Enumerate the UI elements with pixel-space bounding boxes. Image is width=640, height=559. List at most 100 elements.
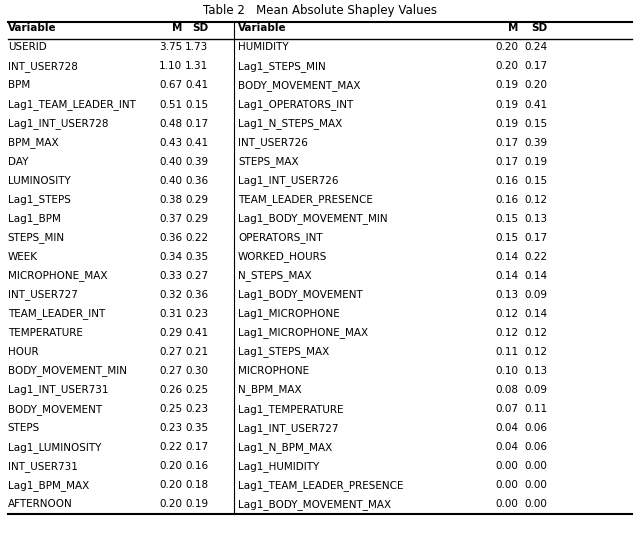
Text: 0.17: 0.17 — [495, 157, 518, 167]
Text: Lag1_BODY_MOVEMENT_MIN: Lag1_BODY_MOVEMENT_MIN — [238, 214, 388, 225]
Text: 0.07: 0.07 — [495, 404, 518, 414]
Text: 0.14: 0.14 — [524, 271, 547, 281]
Text: LUMINOSITY: LUMINOSITY — [8, 176, 70, 186]
Text: 0.13: 0.13 — [495, 290, 518, 300]
Text: 0.67: 0.67 — [159, 80, 182, 91]
Text: 0.25: 0.25 — [185, 385, 208, 395]
Text: 3.75: 3.75 — [159, 42, 182, 53]
Text: 0.23: 0.23 — [159, 423, 182, 433]
Text: BPM: BPM — [8, 80, 30, 91]
Text: 0.23: 0.23 — [185, 404, 208, 414]
Text: 0.22: 0.22 — [185, 233, 208, 243]
Text: 0.00: 0.00 — [524, 480, 547, 490]
Text: Lag1_BPM: Lag1_BPM — [8, 214, 61, 225]
Text: 0.17: 0.17 — [495, 138, 518, 148]
Text: Lag1_BODY_MOVEMENT: Lag1_BODY_MOVEMENT — [238, 290, 363, 301]
Text: 0.23: 0.23 — [185, 309, 208, 319]
Text: 0.11: 0.11 — [495, 347, 518, 357]
Text: BODY_MOVEMENT_MAX: BODY_MOVEMENT_MAX — [238, 80, 360, 92]
Text: Lag1_TEAM_LEADER_PRESENCE: Lag1_TEAM_LEADER_PRESENCE — [238, 480, 404, 491]
Text: Lag1_HUMIDITY: Lag1_HUMIDITY — [238, 461, 319, 472]
Text: 0.32: 0.32 — [159, 290, 182, 300]
Text: 0.16: 0.16 — [185, 461, 208, 471]
Text: MICROPHONE_MAX: MICROPHONE_MAX — [8, 271, 107, 282]
Text: 0.13: 0.13 — [524, 366, 547, 376]
Text: 0.09: 0.09 — [524, 385, 547, 395]
Text: 0.48: 0.48 — [159, 119, 182, 129]
Text: 0.41: 0.41 — [185, 80, 208, 91]
Text: 0.09: 0.09 — [524, 290, 547, 300]
Text: STEPS_MIN: STEPS_MIN — [8, 233, 65, 244]
Text: 0.18: 0.18 — [185, 480, 208, 490]
Text: 1.31: 1.31 — [185, 61, 208, 72]
Text: 0.27: 0.27 — [159, 347, 182, 357]
Text: 0.20: 0.20 — [159, 499, 182, 509]
Text: 0.16: 0.16 — [495, 195, 518, 205]
Text: 0.41: 0.41 — [524, 100, 547, 110]
Text: AFTERNOON: AFTERNOON — [8, 499, 72, 509]
Text: Lag1_INT_USER728: Lag1_INT_USER728 — [8, 119, 108, 130]
Text: 0.33: 0.33 — [159, 271, 182, 281]
Text: 0.38: 0.38 — [159, 195, 182, 205]
Text: 0.41: 0.41 — [185, 138, 208, 148]
Text: Lag1_STEPS: Lag1_STEPS — [8, 195, 70, 206]
Text: 0.15: 0.15 — [495, 214, 518, 224]
Text: Lag1_INT_USER726: Lag1_INT_USER726 — [238, 176, 339, 187]
Text: Lag1_OPERATORS_INT: Lag1_OPERATORS_INT — [238, 100, 353, 111]
Text: Lag1_MICROPHONE: Lag1_MICROPHONE — [238, 309, 340, 320]
Text: 0.34: 0.34 — [159, 252, 182, 262]
Text: 0.00: 0.00 — [495, 499, 518, 509]
Text: 1.73: 1.73 — [185, 42, 208, 53]
Text: 0.14: 0.14 — [524, 309, 547, 319]
Text: 0.29: 0.29 — [185, 195, 208, 205]
Text: Lag1_BODY_MOVEMENT_MAX: Lag1_BODY_MOVEMENT_MAX — [238, 499, 391, 510]
Text: BODY_MOVEMENT_MIN: BODY_MOVEMENT_MIN — [8, 366, 127, 377]
Text: 0.17: 0.17 — [185, 119, 208, 129]
Text: 0.04: 0.04 — [495, 423, 518, 433]
Text: WORKED_HOURS: WORKED_HOURS — [238, 252, 328, 263]
Text: 0.14: 0.14 — [495, 252, 518, 262]
Text: 0.29: 0.29 — [159, 328, 182, 338]
Text: Lag1_TEMPERATURE: Lag1_TEMPERATURE — [238, 404, 344, 415]
Text: 0.12: 0.12 — [524, 195, 547, 205]
Text: 0.29: 0.29 — [185, 214, 208, 224]
Text: USERID: USERID — [8, 42, 47, 53]
Text: WEEK: WEEK — [8, 252, 38, 262]
Text: INT_USER731: INT_USER731 — [8, 461, 77, 472]
Text: 0.20: 0.20 — [159, 480, 182, 490]
Text: BODY_MOVEMENT: BODY_MOVEMENT — [8, 404, 102, 415]
Text: 0.15: 0.15 — [185, 100, 208, 110]
Text: 0.39: 0.39 — [524, 138, 547, 148]
Text: 0.14: 0.14 — [495, 271, 518, 281]
Text: Lag1_STEPS_MIN: Lag1_STEPS_MIN — [238, 61, 326, 73]
Text: 0.00: 0.00 — [524, 461, 547, 471]
Text: 0.08: 0.08 — [495, 385, 518, 395]
Text: Lag1_N_STEPS_MAX: Lag1_N_STEPS_MAX — [238, 119, 342, 130]
Text: 0.19: 0.19 — [185, 499, 208, 509]
Text: 0.04: 0.04 — [495, 442, 518, 452]
Text: 0.11: 0.11 — [524, 404, 547, 414]
Text: 0.19: 0.19 — [495, 100, 518, 110]
Text: 0.16: 0.16 — [495, 176, 518, 186]
Text: 0.21: 0.21 — [185, 347, 208, 357]
Text: 0.26: 0.26 — [159, 385, 182, 395]
Text: DAY: DAY — [8, 157, 28, 167]
Text: HUMIDITY: HUMIDITY — [238, 42, 289, 53]
Text: 0.31: 0.31 — [159, 309, 182, 319]
Text: N_BPM_MAX: N_BPM_MAX — [238, 385, 301, 396]
Text: Variable: Variable — [8, 23, 56, 34]
Text: Lag1_STEPS_MAX: Lag1_STEPS_MAX — [238, 347, 330, 358]
Text: 0.15: 0.15 — [495, 233, 518, 243]
Text: 0.36: 0.36 — [185, 176, 208, 186]
Text: 0.19: 0.19 — [495, 119, 518, 129]
Text: 0.17: 0.17 — [524, 61, 547, 72]
Text: 0.15: 0.15 — [524, 119, 547, 129]
Text: 0.43: 0.43 — [159, 138, 182, 148]
Text: TEAM_LEADER_PRESENCE: TEAM_LEADER_PRESENCE — [238, 195, 373, 206]
Text: 0.27: 0.27 — [159, 366, 182, 376]
Text: 0.41: 0.41 — [185, 328, 208, 338]
Text: SD: SD — [531, 23, 547, 34]
Text: 0.20: 0.20 — [495, 42, 518, 53]
Text: 0.51: 0.51 — [159, 100, 182, 110]
Text: 0.22: 0.22 — [524, 252, 547, 262]
